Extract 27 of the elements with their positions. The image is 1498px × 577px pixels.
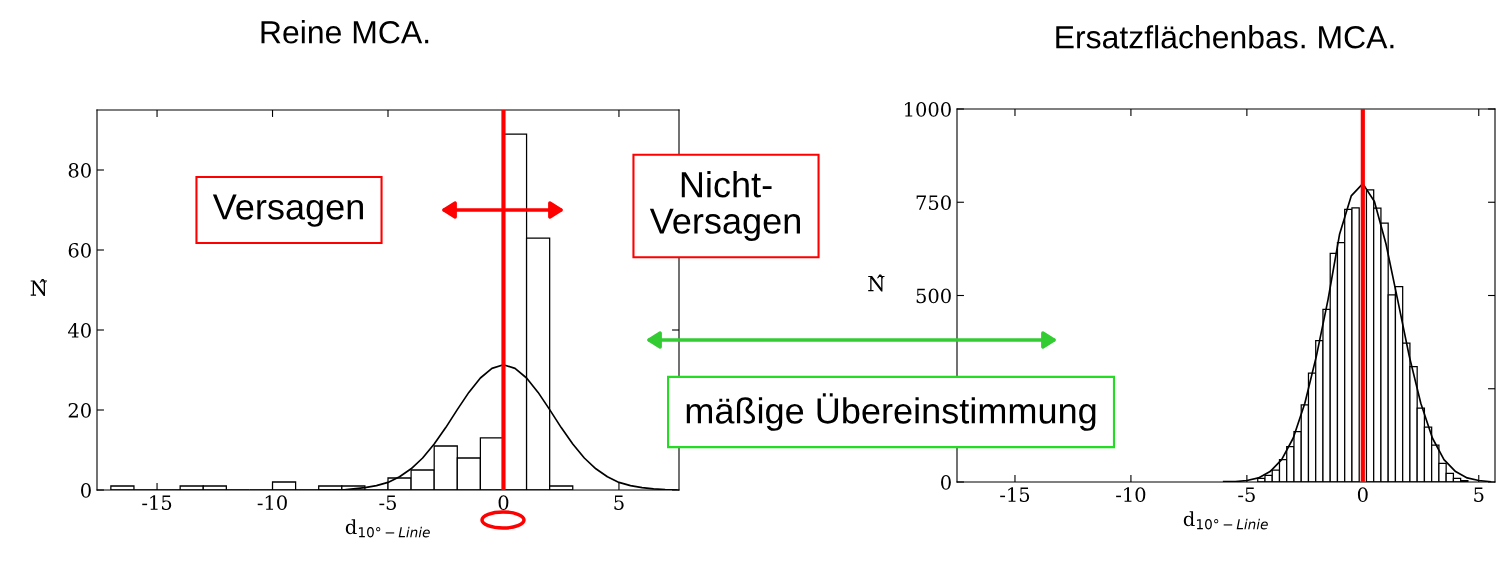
y-tick-label: 500 (916, 288, 951, 304)
annotation: Nicht- Versagen (649, 171, 800, 241)
x-axis-title: d$_{10°−Linie}$ (345, 519, 430, 538)
y-tick-label: 60 (68, 242, 91, 258)
chart-title: Ersatzflächenbas. MCA. (1056, 25, 1394, 49)
y-tick-label: 80 (68, 162, 91, 178)
annotation: mäßige Übereinstimmung (686, 393, 1096, 431)
y-tick-label: 20 (68, 402, 91, 418)
y-tick-label: 1000 (905, 101, 951, 117)
annotation: Versagen (212, 194, 363, 227)
y-axis-title: N̂ (868, 274, 885, 292)
x-tick-label: -5 (1238, 487, 1255, 502)
y-tick-label: 750 (916, 195, 951, 210)
x-tick-label: -10 (1116, 487, 1146, 502)
y-tick-label: 40 (67, 322, 91, 338)
y-axis-title: N̂ (30, 279, 47, 296)
x-tick-label: 5 (614, 495, 624, 510)
y-tick-label: 0 (941, 474, 951, 490)
x-tick-label: 0 (498, 495, 509, 510)
x-tick-label: -15 (1000, 487, 1030, 502)
chart-title: Reine MCA. (261, 20, 429, 44)
x-tick-label: 0 (1357, 487, 1368, 502)
x-tick-label: 5 (1474, 487, 1484, 502)
x-tick-label: -15 (142, 495, 172, 510)
x-tick-label: -5 (379, 495, 396, 510)
x-tick-label: -10 (257, 495, 287, 510)
x-axis-title: d$_{10°−Linie}$ (1183, 511, 1268, 530)
